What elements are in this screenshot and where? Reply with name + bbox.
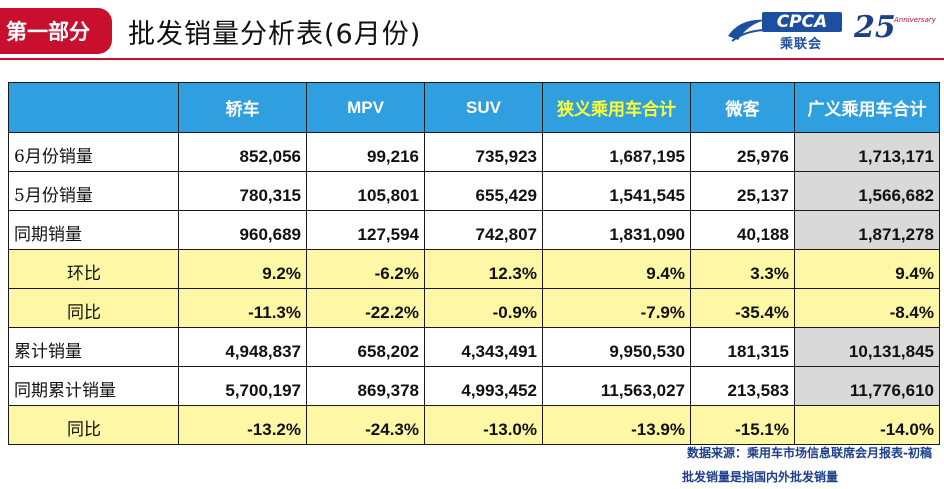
- table-cell: 127,594: [306, 210, 425, 250]
- definition-note: 批发销量是指国内外批发销量: [681, 470, 838, 484]
- table-row: 同比 -11.3% -22.2% -0.9% -7.9% -35.4% -8.4%: [8, 288, 940, 328]
- table-header-row: 轿车 MPV SUV 狭义乘用车合计 微客 广义乘用车合计: [8, 82, 940, 133]
- table-cell: -15.1%: [690, 405, 795, 445]
- cpca-logo-text: CPCA: [762, 12, 842, 32]
- column-header-sedan: 轿车: [178, 82, 307, 133]
- table-cell: 780,315: [178, 171, 307, 211]
- table-cell: -8.4%: [794, 288, 940, 328]
- table-cell: 9.4%: [542, 249, 691, 289]
- column-header-narrow-total: 狭义乘用车合计: [542, 82, 691, 133]
- row-label: 同比: [8, 288, 179, 328]
- table-cell: 9,950,530: [542, 327, 691, 367]
- table-cell: 9.4%: [794, 249, 940, 289]
- title-divider: [0, 58, 944, 60]
- table-cell: -7.9%: [542, 288, 691, 328]
- row-label: 同比: [8, 405, 179, 445]
- row-label: 同期销量: [8, 210, 179, 250]
- page-title: 批发销量分析表(6月份): [128, 19, 422, 50]
- table-cell: -13.9%: [542, 405, 691, 445]
- table-cell: 1,871,278: [794, 210, 940, 250]
- table-cell: 742,807: [424, 210, 543, 250]
- table-cell: 11,563,027: [542, 366, 691, 406]
- table-cell: 4,948,837: [178, 327, 307, 367]
- table-row: 6月份销量 852,056 99,216 735,923 1,687,195 25,976…: [8, 132, 940, 172]
- table-cell: 1,713,171: [794, 132, 940, 172]
- row-label: 环比: [8, 249, 179, 289]
- source-note: 数据来源：乘用车市场信息联席会月报表-初稿: [687, 446, 932, 460]
- table-cell: -14.0%: [794, 405, 940, 445]
- table-cell: -13.0%: [424, 405, 543, 445]
- column-header-mpv: MPV: [306, 82, 425, 133]
- anniversary-number: 25: [854, 10, 896, 45]
- table-cell: 658,202: [306, 327, 425, 367]
- column-header-minivan: 微客: [690, 82, 795, 133]
- table-cell: 213,583: [690, 366, 795, 406]
- row-label: 5月份销量: [8, 171, 179, 211]
- table-cell: 5,700,197: [178, 366, 307, 406]
- table-cell: -0.9%: [424, 288, 543, 328]
- anniversary-caption: Anniversary: [894, 16, 936, 24]
- cpca-logo-subtitle: 乘联会: [780, 37, 823, 52]
- header-corner: [8, 82, 179, 133]
- table-cell: 25,137: [690, 171, 795, 211]
- table-row: 同比 -13.2% -24.3% -13.0% -13.9% -15.1% -14.0%: [8, 405, 940, 445]
- table-row: 同期销量 960,689 127,594 742,807 1,831,090 40,188…: [8, 210, 940, 250]
- table-row: 累计销量 4,948,837 658,202 4,343,491 9,950,530 18…: [8, 327, 940, 367]
- table-cell: 735,923: [424, 132, 543, 172]
- table-cell: 181,315: [690, 327, 795, 367]
- table-row: 环比 9.2% -6.2% 12.3% 9.4% 3.3% 9.4%: [8, 249, 940, 289]
- table-cell: 869,378: [306, 366, 425, 406]
- table-row: 5月份销量 780,315 105,801 655,429 1,541,545 25,13…: [8, 171, 940, 211]
- table-cell: 25,976: [690, 132, 795, 172]
- table-cell: 1,541,545: [542, 171, 691, 211]
- table-cell: 852,056: [178, 132, 307, 172]
- table-cell: -24.3%: [306, 405, 425, 445]
- table-cell: 960,689: [178, 210, 307, 250]
- table-cell: -35.4%: [690, 288, 795, 328]
- column-header-broad-total: 广义乘用车合计: [794, 82, 940, 133]
- row-label: 6月份销量: [8, 132, 179, 172]
- table-cell: 1,566,682: [794, 171, 940, 211]
- section-tag: 第一部分: [0, 8, 112, 54]
- table-cell: 9.2%: [178, 249, 307, 289]
- logos: CPCA 乘联会 25 Anniversary: [724, 6, 936, 54]
- table-cell: 40,188: [690, 210, 795, 250]
- table-cell: 1,687,195: [542, 132, 691, 172]
- table-cell: 99,216: [306, 132, 425, 172]
- table-cell: 655,429: [424, 171, 543, 211]
- column-header-suv: SUV: [424, 82, 543, 133]
- row-label: 同期累计销量: [8, 366, 179, 406]
- table-cell: 10,131,845: [794, 327, 940, 367]
- anniversary-logo: 25 Anniversary: [854, 6, 936, 54]
- table-cell: 1,831,090: [542, 210, 691, 250]
- row-label: 累计销量: [8, 327, 179, 367]
- table-cell: 11,776,610: [794, 366, 940, 406]
- table-cell: 105,801: [306, 171, 425, 211]
- table-row: 同期累计销量 5,700,197 869,378 4,993,452 11,563,02…: [8, 366, 940, 406]
- table-cell: 3.3%: [690, 249, 795, 289]
- table-cell: -6.2%: [306, 249, 425, 289]
- sales-table: 轿车 MPV SUV 狭义乘用车合计 微客 广义乘用车合计 6月份销量 852,0…: [8, 82, 940, 445]
- table-cell: 4,343,491: [424, 327, 543, 367]
- cpca-logo: CPCA 乘联会: [724, 8, 844, 52]
- table-cell: -22.2%: [306, 288, 425, 328]
- table-cell: -11.3%: [178, 288, 307, 328]
- table-cell: 4,993,452: [424, 366, 543, 406]
- table-cell: -13.2%: [178, 405, 307, 445]
- table-cell: 12.3%: [424, 249, 543, 289]
